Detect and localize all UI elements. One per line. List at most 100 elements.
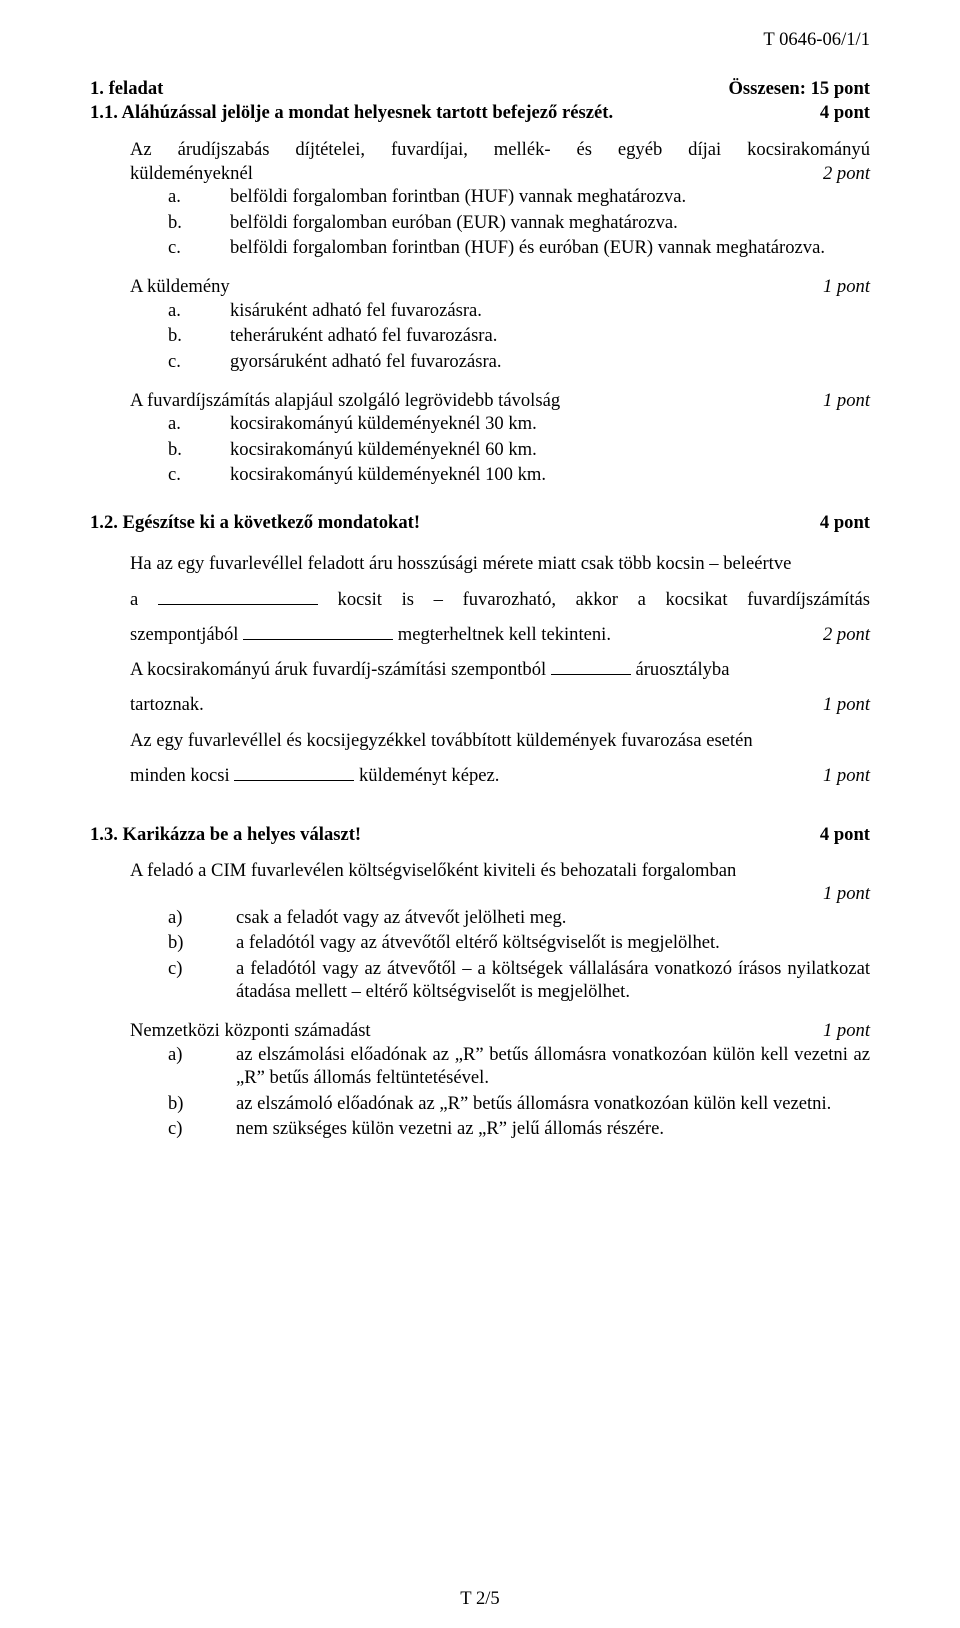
task1-q3-option-b: b. kocsirakományú küldeményeknél 60 km. xyxy=(130,438,870,461)
task1-q1-intro-line2: küldeményeknél 2 pont xyxy=(130,162,870,185)
task13-q2-option-b: b) az elszámoló előadónak az „R” betűs á… xyxy=(130,1092,870,1115)
task12-p2b-text: áruosztályba xyxy=(631,659,730,680)
task13-q2-option-a: a) az elszámolási előadónak az „R” betűs… xyxy=(130,1043,870,1090)
task12-header: 1.2. Egészítse ki a következő mondatokat… xyxy=(90,511,870,534)
task13-q1-option-a: a) csak a feladót vagy az átvevőt jelölh… xyxy=(130,906,870,929)
task1-q3: A fuvardíjszámítás alapjául szolgáló leg… xyxy=(90,389,870,487)
task12-p3b-mid: küldeményt képez. xyxy=(354,765,499,786)
option-marker: b) xyxy=(130,1092,236,1115)
task13-body: A feladó a CIM fuvarlevélen költségvisel… xyxy=(90,859,870,1141)
option-text: az elszámolási előadónak az „R” betűs ál… xyxy=(236,1043,870,1090)
task13-q2-option-c: c) nem szükséges külön vezetni az „R” je… xyxy=(130,1117,870,1140)
task1-q3-points: 1 pont xyxy=(823,389,870,412)
option-marker: b. xyxy=(130,324,230,347)
task1-q1-intro-line1: Az árudíjszabás díjtételei, fuvardíjai, … xyxy=(130,138,870,161)
task1-q1-intro-line2-text: küldeményeknél xyxy=(130,162,253,185)
task12-p1c-mid: megterheltnek kell tekinteni. xyxy=(393,624,611,645)
task1-q3-option-a: a. kocsirakományú küldeményeknél 30 km. xyxy=(130,412,870,435)
task12-p1a: Ha az egy fuvarlevéllel feladott áru hos… xyxy=(130,546,870,581)
option-text: belföldi forgalomban forintban (HUF) és … xyxy=(230,236,870,259)
task12-p3a: Az egy fuvarlevéllel és kocsijegyzékkel … xyxy=(130,723,870,758)
task1-q1-option-c: c. belföldi forgalomban forintban (HUF) … xyxy=(130,236,870,259)
task1-q1-option-a: a. belföldi forgalomban forintban (HUF) … xyxy=(130,185,870,208)
task12-p3b: minden kocsi küldeményt képez. 1 pont xyxy=(130,758,870,793)
task12-p2c-points: 1 pont xyxy=(823,687,870,722)
option-text: belföldi forgalomban forintban (HUF) van… xyxy=(230,185,870,208)
task12-points: 4 pont xyxy=(820,511,870,534)
task1-q2: A küldemény 1 pont a. kisáruként adható … xyxy=(90,275,870,373)
task1-q2-option-a: a. kisáruként adható fel fuvarozásra. xyxy=(130,299,870,322)
task1-sub11-points: 4 pont xyxy=(820,101,870,124)
task12-p2c-text: tartoznak. xyxy=(130,694,204,715)
option-text: kocsirakományú küldeményeknél 100 km. xyxy=(230,463,870,486)
task12-title: 1.2. Egészítse ki a következő mondatokat… xyxy=(90,511,420,534)
task12-body: Ha az egy fuvarlevéllel feladott áru hos… xyxy=(90,546,870,793)
option-text: kocsirakományú küldeményeknél 30 km. xyxy=(230,412,870,435)
option-text: nem szükséges külön vezetni az „R” jelű … xyxy=(236,1117,870,1140)
task12-p1b: a kocsit is – fuvarozható, akkor a kocsi… xyxy=(130,582,870,617)
task13-q1-option-c: c) a feladótól vagy az átvevőtől – a köl… xyxy=(130,957,870,1004)
option-marker: c) xyxy=(130,1117,236,1140)
task13-title: 1.3. Karikázza be a helyes választ! xyxy=(90,823,361,846)
option-text: teheráruként adható fel fuvarozásra. xyxy=(230,324,870,347)
task12-p3b-points: 1 pont xyxy=(823,758,870,793)
option-marker: a. xyxy=(130,412,230,435)
option-text: az elszámoló előadónak az „R” betűs állo… xyxy=(236,1092,870,1115)
option-marker: a) xyxy=(130,1043,236,1090)
task1-total-points: Összesen: 15 pont xyxy=(728,77,870,100)
document-page: T 0646-06/1/1 1. feladat Összesen: 15 po… xyxy=(0,0,960,1628)
task12-p1c-pre: szempontjából xyxy=(130,624,243,645)
task13-q2-intro-text: Nemzetközi központi számadást xyxy=(130,1019,371,1042)
task1-q3-intro: A fuvardíjszámítás alapjául szolgáló leg… xyxy=(130,389,870,412)
page-number: T 2/5 xyxy=(0,1587,960,1610)
task1-sub11: 1.1. Aláhúzással jelölje a mondat helyes… xyxy=(90,101,870,124)
option-marker: a. xyxy=(130,299,230,322)
task13-q1-points: 1 pont xyxy=(130,882,870,905)
task1-q1-option-b: b. belföldi forgalomban euróban (EUR) va… xyxy=(130,211,870,234)
task12-p3b-pre: minden kocsi xyxy=(130,765,234,786)
task13-q1-option-b: b) a feladótól vagy az átvevőtől eltérő … xyxy=(130,931,870,954)
blank-line xyxy=(551,657,631,675)
task13-q2-points: 1 pont xyxy=(823,1019,870,1042)
task13-q2-intro: Nemzetközi központi számadást 1 pont xyxy=(130,1019,870,1042)
option-marker: c. xyxy=(130,236,230,259)
task12-p1b-mid: kocsit is – fuvarozható, akkor a kocsika… xyxy=(318,589,870,610)
task12-p2a-text: A kocsirakományú áruk fuvardíj-számítási… xyxy=(130,659,551,680)
blank-line xyxy=(234,763,354,781)
task13-header: 1.3. Karikázza be a helyes választ! 4 po… xyxy=(90,823,870,846)
task1-q2-option-c: c. gyorsáruként adható fel fuvarozásra. xyxy=(130,350,870,373)
document-id: T 0646-06/1/1 xyxy=(90,28,870,51)
option-text: csak a feladót vagy az átvevőt jelölheti… xyxy=(236,906,870,929)
task1-header: 1. feladat Összesen: 15 pont xyxy=(90,77,870,100)
option-text: belföldi forgalomban euróban (EUR) vanna… xyxy=(230,211,870,234)
option-marker: a) xyxy=(130,906,236,929)
option-marker: c. xyxy=(130,463,230,486)
task1-q3-option-c: c. kocsirakományú küldeményeknél 100 km. xyxy=(130,463,870,486)
task12-p2c: tartoznak. 1 pont xyxy=(130,687,870,722)
task1-q2-intro: A küldemény 1 pont xyxy=(130,275,870,298)
task1-sub11-title: 1.1. Aláhúzással jelölje a mondat helyes… xyxy=(90,101,613,124)
option-text: a feladótól vagy az átvevőtől – a költsé… xyxy=(236,957,870,1004)
task1-q2-option-b: b. teheráruként adható fel fuvarozásra. xyxy=(130,324,870,347)
task12-p1c-points: 2 pont xyxy=(823,617,870,652)
option-marker: b) xyxy=(130,931,236,954)
option-text: kisáruként adható fel fuvarozásra. xyxy=(230,299,870,322)
task1-q3-intro-text: A fuvardíjszámítás alapjául szolgáló leg… xyxy=(130,389,560,412)
option-marker: b. xyxy=(130,211,230,234)
task12-p1b-pre: a xyxy=(130,589,158,610)
option-marker: b. xyxy=(130,438,230,461)
task1-q2-intro-text: A küldemény xyxy=(130,275,230,298)
task1-number: 1. feladat xyxy=(90,77,163,100)
option-marker: a. xyxy=(130,185,230,208)
task12-p2a: A kocsirakományú áruk fuvardíj-számítási… xyxy=(130,652,870,687)
task13-points: 4 pont xyxy=(820,823,870,846)
option-text: kocsirakományú küldeményeknél 60 km. xyxy=(230,438,870,461)
option-text: a feladótól vagy az átvevőtől eltérő köl… xyxy=(236,931,870,954)
option-marker: c) xyxy=(130,957,236,1004)
option-text: gyorsáruként adható fel fuvarozásra. xyxy=(230,350,870,373)
task1-q1-points: 2 pont xyxy=(823,162,870,185)
task13-q1-intro: A feladó a CIM fuvarlevélen költségvisel… xyxy=(130,859,870,882)
task1-q2-points: 1 pont xyxy=(823,275,870,298)
task1-q1: Az árudíjszabás díjtételei, fuvardíjai, … xyxy=(90,138,870,259)
task12-p1c: szempontjából megterheltnek kell tekinte… xyxy=(130,617,870,652)
